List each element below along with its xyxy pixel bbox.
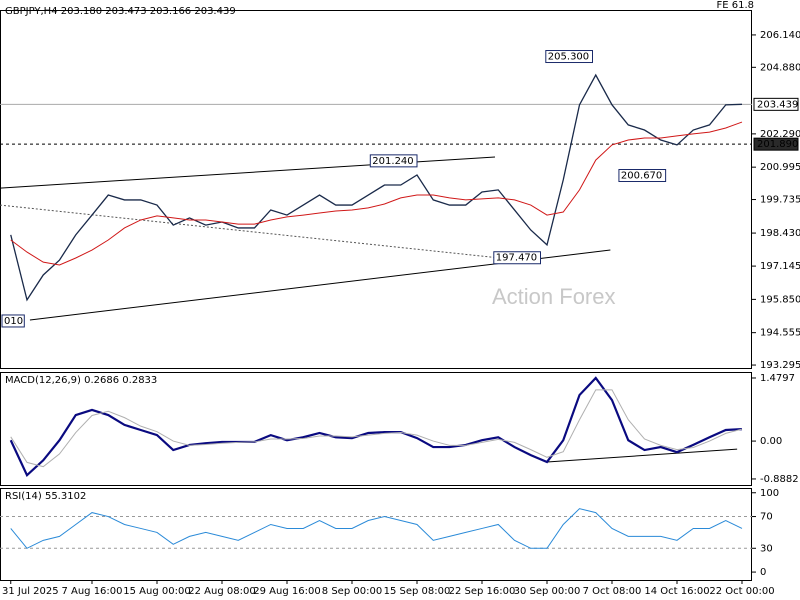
x-tick-label: 15 Sep 08:00 [384, 586, 451, 597]
y-tick-label: 0 [760, 567, 766, 578]
y-tick-label: 206.140 [760, 30, 800, 41]
y-tick-label: 193.295 [760, 360, 800, 371]
price-line [10, 73, 743, 302]
y-tick-label: 70 [760, 512, 773, 523]
annotation-label: 197.470 [496, 253, 537, 264]
price-line [10, 121, 743, 266]
watermark: Action Forex [492, 284, 616, 309]
y-tick-label: 198.430 [760, 228, 800, 239]
annotation-box [369, 154, 418, 168]
y-tick-label: 204.880 [760, 62, 800, 73]
panel-title: GBPJPY,H4 203.180 203.473 203.166 203.43… [5, 6, 236, 17]
trend-line [546, 448, 738, 463]
annotation-label: 201.240 [372, 156, 413, 167]
price-box-label: 203.439 [757, 99, 798, 110]
corner-label: FE 61.8 [716, 0, 754, 11]
panel-frame [0, 488, 752, 581]
x-tick-label: 22 Aug 08:00 [188, 586, 255, 597]
y-tick-label: 100 [760, 488, 779, 499]
y-tick-label: 30 [760, 543, 773, 554]
annotation-box [618, 169, 667, 183]
y-tick-label: 194.555 [760, 328, 800, 339]
x-tick-label: 22 Oct 00:00 [709, 586, 774, 597]
price-line [10, 508, 743, 549]
x-tick-label: 29 Aug 16:00 [253, 586, 320, 597]
x-tick-label: 15 Aug 00:00 [123, 586, 190, 597]
x-tick-label: 7 Aug 16:00 [61, 586, 122, 597]
y-tick-label: 200.995 [760, 162, 800, 173]
panel-title: RSI(14) 55.3102 [5, 491, 86, 502]
annotation-box [1, 314, 25, 328]
panel-frame [0, 372, 752, 486]
annotation-box [545, 50, 593, 64]
x-tick-label: 22 Sep 16:00 [449, 586, 516, 597]
price-box-label: 201.890 [757, 139, 798, 150]
x-tick-label: 30 Sep 00:00 [514, 586, 581, 597]
annotation-box [493, 251, 541, 265]
x-tick-label: 7 Oct 08:00 [583, 586, 642, 597]
y-tick-label: 1.4797 [760, 373, 795, 384]
price-box [753, 97, 799, 111]
y-tick-label: -0.8882 [760, 474, 799, 485]
price-box [753, 137, 799, 151]
x-tick-label: 14 Oct 16:00 [644, 586, 709, 597]
annotation-label: 010 [4, 316, 23, 327]
panel-title: MACD(12,26,9) 0.2686 0.2833 [5, 375, 157, 386]
price-line [10, 389, 743, 468]
y-tick-label: 199.735 [760, 195, 800, 206]
annotation-label: 200.670 [621, 171, 662, 182]
panel-frame [0, 10, 752, 369]
y-tick-label: 0.00 [760, 436, 782, 447]
x-tick-label: 31 Jul 2025 [2, 586, 59, 597]
y-tick-label: 202.290 [760, 129, 800, 140]
x-tick-label: 8 Sep 00:00 [322, 586, 382, 597]
price-line [9, 376, 743, 478]
y-tick-label: 195.850 [760, 294, 800, 305]
annotation-label: 205.300 [548, 52, 589, 63]
y-tick-label: 197.145 [760, 261, 800, 272]
